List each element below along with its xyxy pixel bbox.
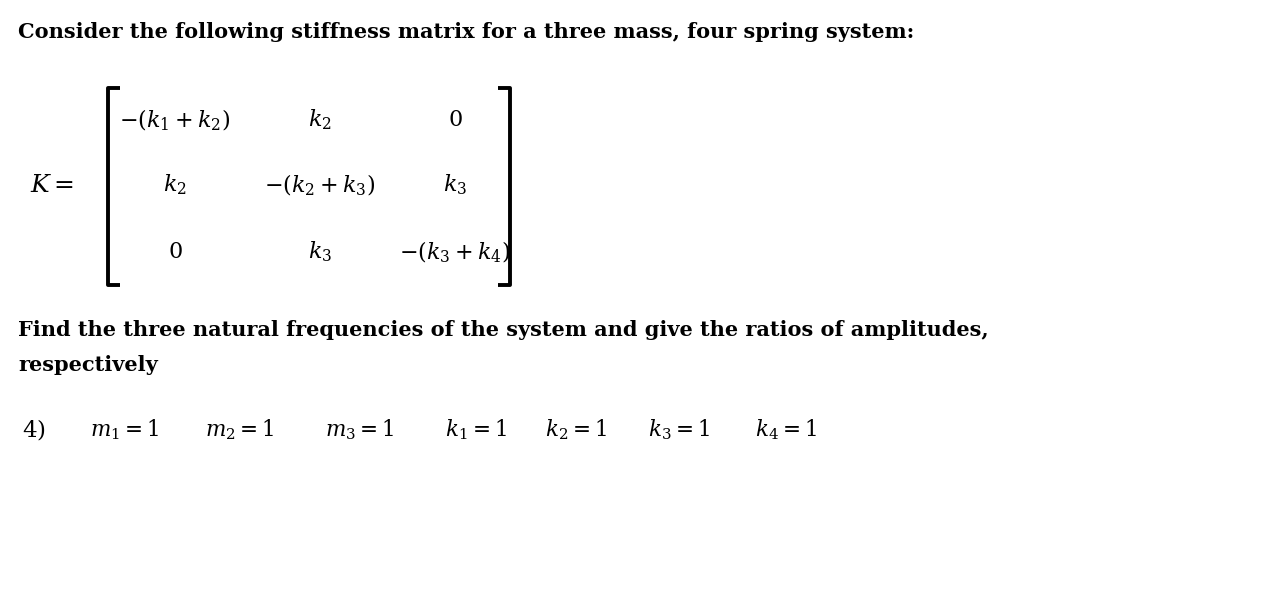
Text: $k_3$: $k_3$ xyxy=(443,173,467,198)
Text: $k_2$: $k_2$ xyxy=(163,173,187,198)
Text: $0$: $0$ xyxy=(447,110,462,130)
Text: $k_1 = 1$: $k_1 = 1$ xyxy=(444,418,507,442)
Text: Consider the following stiffness matrix for a three mass, four spring system:: Consider the following stiffness matrix … xyxy=(18,22,914,42)
Text: Find the three natural frequencies of the system and give the ratios of amplitud: Find the three natural frequencies of th… xyxy=(18,320,988,340)
Text: $-(k_3+k_4)$: $-(k_3+k_4)$ xyxy=(399,239,511,265)
Text: $-(k_2+k_3)$: $-(k_2+k_3)$ xyxy=(264,172,376,198)
Text: $0$: $0$ xyxy=(168,242,183,262)
Text: $k_3 = 1$: $k_3 = 1$ xyxy=(648,418,710,442)
Text: $m_2 = 1$: $m_2 = 1$ xyxy=(204,418,274,442)
Text: $k_4 = 1$: $k_4 = 1$ xyxy=(754,418,817,442)
Text: $k_3$: $k_3$ xyxy=(307,240,331,265)
Text: $k_2$: $k_2$ xyxy=(309,108,331,132)
Text: $k_2 = 1$: $k_2 = 1$ xyxy=(545,418,607,442)
Text: $-(k_1+k_2)$: $-(k_1+k_2)$ xyxy=(119,108,231,133)
Text: $m_1 = 1$: $m_1 = 1$ xyxy=(90,418,159,442)
Text: $K =$: $K =$ xyxy=(30,173,74,196)
Text: $4)$: $4)$ xyxy=(22,417,46,443)
Text: respectively: respectively xyxy=(18,355,157,375)
Text: $m_3 = 1$: $m_3 = 1$ xyxy=(325,418,395,442)
